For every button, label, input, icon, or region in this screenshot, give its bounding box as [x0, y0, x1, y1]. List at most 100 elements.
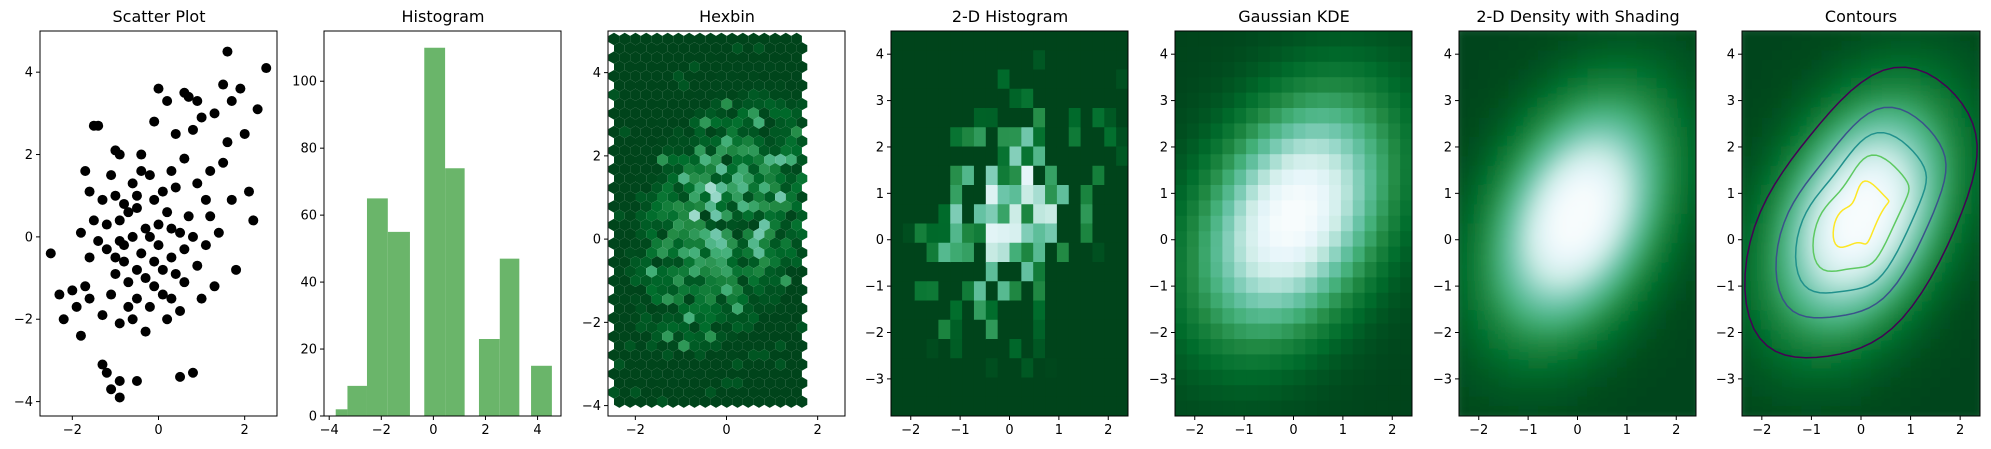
- hist2d-cell: [926, 69, 939, 90]
- hexbin-cell: [753, 97, 765, 111]
- kde-cell: [1222, 262, 1235, 278]
- hist2d-cell: [1033, 108, 1046, 128]
- hexbin-cell: [699, 376, 711, 390]
- hist2d-cell: [985, 204, 999, 225]
- kde-cell: [1175, 123, 1188, 140]
- hexbin-cell: [742, 42, 754, 55]
- hist2d-cell: [973, 185, 987, 205]
- hexbin-cell: [678, 321, 690, 334]
- scatter-point: [84, 186, 95, 197]
- hexbin-cell: [673, 330, 684, 343]
- scatter-point: [222, 46, 233, 57]
- hist2d-cell: [1009, 88, 1022, 109]
- hist2d-cell: [973, 396, 987, 416]
- hexbin-cell: [614, 246, 625, 260]
- hexbin-cell: [678, 116, 690, 129]
- kde-cell: [1175, 231, 1188, 248]
- hexbin-cell: [667, 209, 679, 222]
- hexbin-cell: [646, 190, 657, 204]
- hist2d-title: 2-D Histogram: [952, 7, 1068, 26]
- hist2d-cell: [1009, 396, 1022, 416]
- hexbin-cell: [742, 376, 754, 390]
- hexbin-cell: [635, 376, 647, 390]
- kde-cell: [1198, 108, 1212, 124]
- hexbin-cell: [630, 88, 641, 101]
- hexbin-cell: [791, 200, 802, 213]
- hexbin-cell: [657, 116, 668, 129]
- hexbin-cell: [614, 60, 625, 74]
- kde-cell: [1364, 277, 1378, 294]
- kde-cell: [1257, 200, 1271, 217]
- hist2d-cell: [962, 204, 975, 225]
- hexbin-cell: [646, 358, 657, 371]
- scatter-point: [205, 166, 216, 176]
- kde-cell: [1400, 169, 1412, 186]
- kde-cell: [1269, 77, 1283, 94]
- hexbin-cell: [796, 265, 808, 278]
- scatter-point: [131, 264, 142, 275]
- hist2d-cell: [1068, 319, 1082, 340]
- hist2d-cell: [1068, 31, 1082, 51]
- hexbin-cell: [759, 218, 770, 232]
- y-tick-label: −4: [14, 395, 33, 410]
- scatter-point: [187, 124, 198, 135]
- hexbin-cell: [780, 200, 792, 213]
- kde-cell: [1352, 277, 1366, 294]
- kde-cell: [1340, 108, 1354, 124]
- kde-cell: [1269, 215, 1283, 232]
- hist2d-cell: [1068, 242, 1082, 263]
- histogram-bar: [387, 231, 410, 416]
- y-tick-label: 20: [300, 343, 317, 358]
- scatter-point: [226, 96, 237, 106]
- hist2d-cell: [962, 108, 975, 128]
- hist2d-cell: [938, 396, 951, 416]
- hexbin-cell: [705, 386, 716, 399]
- scatter-point: [226, 194, 237, 205]
- x-tick-label: 1: [1339, 423, 1347, 438]
- kde-cell: [1257, 154, 1271, 171]
- kde-cell: [1175, 400, 1188, 416]
- hexbin-cell: [764, 283, 776, 297]
- scatter-point: [144, 170, 155, 181]
- hexbin-cell: [705, 88, 716, 101]
- kde-cell: [1352, 77, 1366, 94]
- hist2d-cell: [1068, 300, 1082, 321]
- hist2d-cell: [973, 108, 987, 128]
- contour-line: [1744, 66, 1978, 359]
- y-tick-label: 1: [876, 187, 884, 202]
- y-tick-label: −2: [14, 313, 33, 328]
- hist2d-cell: [985, 242, 999, 263]
- kde-cell: [1293, 61, 1306, 78]
- hist2d-cell: [1033, 165, 1046, 186]
- kde-cell: [1175, 323, 1188, 340]
- hexbin-cell: [721, 265, 733, 278]
- kde-cell: [1198, 262, 1212, 278]
- hexbin-cell: [775, 97, 786, 111]
- hist2d-cell: [1045, 358, 1058, 379]
- kde-cell: [1329, 231, 1342, 248]
- hexbin-cell: [651, 51, 663, 64]
- kde-cell: [1246, 61, 1259, 78]
- scatter-point: [119, 256, 130, 267]
- hist2d-cell: [926, 223, 939, 244]
- hexbin-cell: [608, 181, 620, 194]
- hist2d-cell: [1045, 262, 1058, 282]
- kde-cell: [1246, 92, 1259, 109]
- kde-cell: [1210, 108, 1223, 124]
- histogram-bar: [347, 385, 367, 416]
- hexbin-cell: [705, 349, 716, 362]
- hist2d-cell: [1009, 319, 1022, 340]
- kde-cell: [1222, 200, 1235, 217]
- kde-cell: [1246, 108, 1259, 124]
- hexbin-cell: [759, 237, 770, 250]
- kde-cell: [1317, 231, 1330, 248]
- kde-cell: [1340, 277, 1354, 294]
- hexbin-cell: [791, 367, 802, 380]
- hist2d-cell: [938, 31, 951, 51]
- kde-cell: [1175, 108, 1188, 124]
- kde-cell: [1175, 262, 1188, 278]
- hist2d-cell: [1080, 319, 1094, 340]
- hexbin-cell: [624, 358, 636, 371]
- hexbin-cell: [678, 265, 690, 278]
- hexbin-cell: [705, 293, 716, 306]
